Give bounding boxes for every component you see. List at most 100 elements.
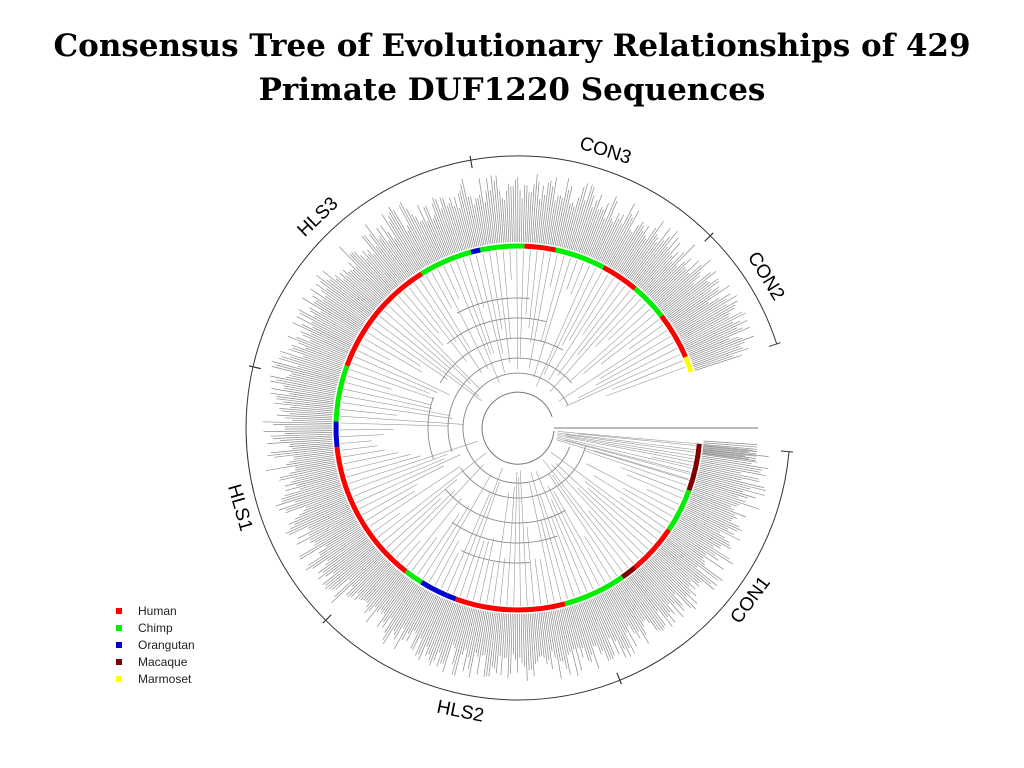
- tip-leaf: [637, 570, 675, 615]
- tip-leaf: [702, 449, 757, 457]
- tip-leaf: [507, 613, 511, 679]
- tip-leaf: [570, 606, 584, 649]
- legend-item: Chimp: [116, 619, 195, 636]
- tip-leaf: [702, 454, 758, 463]
- radial-branch: [518, 476, 521, 607]
- tip-leaf: [529, 184, 535, 243]
- tip-leaf: [531, 173, 538, 243]
- tip-leaf: [326, 280, 372, 315]
- title-line-2: Primate DUF1220 Sequences: [258, 72, 766, 108]
- tip-leaf: [383, 578, 410, 614]
- radial-branch: [566, 436, 694, 460]
- tip-leaf: [689, 338, 730, 356]
- tip-leaf: [311, 321, 353, 344]
- tip-leaf: [504, 199, 508, 243]
- tip-leaf: [699, 469, 742, 481]
- radial-branch: [565, 434, 695, 453]
- tip-leaf: [618, 584, 644, 622]
- tip-leaf: [606, 591, 637, 647]
- tip-leaf: [414, 597, 442, 656]
- radial-branch: [646, 488, 679, 505]
- tip-leaf: [461, 178, 478, 247]
- tip-leaf: [522, 185, 526, 243]
- tip-leaf: [459, 190, 474, 248]
- tip-leaf: [453, 196, 469, 249]
- tip-leaf: [283, 385, 335, 396]
- tip-leaf: [364, 224, 407, 280]
- tip-leaf: [275, 484, 342, 507]
- tip-leaf: [697, 476, 765, 496]
- tip-leaf: [675, 525, 730, 560]
- tip-leaf: [388, 211, 423, 269]
- tip-leaf: [426, 220, 444, 258]
- tip-leaf: [524, 185, 528, 243]
- species-ring-segment: [479, 243, 525, 253]
- tip-leaf: [693, 347, 749, 368]
- tip-leaf: [540, 612, 548, 665]
- species-ring-segment: [404, 569, 423, 585]
- tip-leaf: [556, 189, 570, 247]
- tip-leaf: [295, 462, 336, 471]
- tip-leaf: [475, 610, 485, 654]
- tip-leaf: [309, 339, 347, 357]
- tip-leaf: [407, 230, 428, 266]
- legend-label: Human: [138, 603, 177, 618]
- tip-leaf: [315, 283, 367, 321]
- tip-leaf: [325, 545, 375, 586]
- tip-leaf: [679, 519, 731, 550]
- radial-branch: [340, 422, 449, 427]
- radial-branch: [342, 449, 386, 458]
- tip-leaf: [506, 190, 510, 243]
- tip-leaf: [355, 266, 387, 298]
- tip-leaf: [683, 511, 741, 541]
- tip-leaf: [588, 599, 614, 660]
- clade-separator: [469, 156, 473, 169]
- tip-leaf: [292, 322, 350, 350]
- tip-leaf: [334, 553, 382, 598]
- tip-leaf: [503, 613, 508, 659]
- tip-leaf: [280, 350, 342, 372]
- tip-leaf: [283, 401, 334, 408]
- radial-branch: [595, 298, 642, 347]
- tip-leaf: [612, 225, 639, 269]
- tip-leaf: [382, 584, 419, 640]
- tip-leaf: [493, 180, 501, 243]
- radial-branch: [342, 395, 451, 416]
- tip-leaf: [382, 581, 414, 628]
- tip-leaf: [612, 587, 639, 632]
- tip-leaf: [303, 494, 345, 512]
- radial-branch: [539, 558, 548, 604]
- tip-leaf: [294, 501, 348, 525]
- tip-leaf: [609, 589, 636, 634]
- radial-branch: [543, 267, 597, 375]
- clade-label-con3: CON3: [577, 133, 634, 169]
- species-ring-segment: [420, 249, 472, 276]
- tip-leaf: [462, 609, 478, 672]
- species-ring-segment: [659, 314, 688, 358]
- species-ring-segment: [633, 528, 671, 570]
- radial-branch: [623, 488, 673, 517]
- tree-branches: [339, 249, 758, 607]
- tip-leaf: [267, 439, 333, 444]
- tip-leaf: [393, 588, 425, 640]
- radial-branch: [359, 465, 444, 510]
- tip-leaf: [365, 567, 396, 602]
- tip-leaf: [600, 594, 632, 657]
- tip-leaf: [406, 225, 430, 265]
- tip-leaf: [657, 550, 700, 587]
- tip-leaf: [299, 522, 358, 558]
- radial-branch: [440, 552, 459, 589]
- tip-leaf: [312, 326, 352, 347]
- tip-leaf: [703, 444, 758, 450]
- radial-branch: [561, 270, 603, 346]
- tip-leaf: [281, 410, 333, 415]
- tip-leaf: [423, 207, 446, 258]
- tip-leaf: [587, 203, 609, 256]
- tip-leaf: [645, 252, 685, 294]
- radial-branch: [346, 455, 421, 478]
- tip-leaf: [380, 577, 408, 615]
- legend-item: Macaque: [116, 653, 195, 670]
- tip-leaf: [568, 183, 589, 250]
- tip-leaf: [350, 560, 388, 598]
- radial-branch: [400, 540, 421, 563]
